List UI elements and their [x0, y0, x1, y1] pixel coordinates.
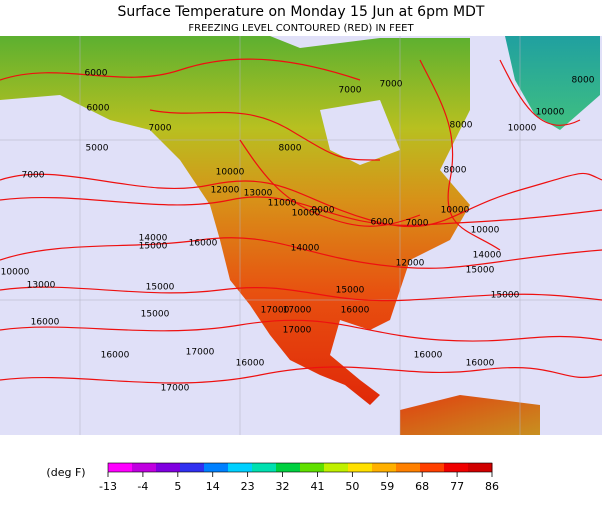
- colorbar-tick-label: 32: [276, 480, 290, 493]
- contours: [0, 58, 602, 384]
- contour-label: 10000: [216, 168, 245, 178]
- colorbar-tick-label: 23: [241, 480, 255, 493]
- colorbar-segment: [276, 463, 301, 472]
- hudson-bay: [320, 100, 400, 165]
- contour-label: 12000: [211, 186, 240, 196]
- colorbar-tick-label: 77: [450, 480, 464, 493]
- contour-label: 14000: [473, 251, 502, 261]
- contour-label: 6000: [85, 69, 108, 79]
- contour-label: 15000: [336, 286, 365, 296]
- contour-label: 10000: [1, 268, 30, 278]
- subtitle: FREEZING LEVEL CONTOURED (RED) IN FEET: [188, 23, 414, 34]
- colorbar-segment: [396, 463, 421, 472]
- colorbar-segment: [228, 463, 253, 472]
- contour-label: 8000: [444, 166, 467, 176]
- map: 6000 6000 5000 7000 7000 7000 7000 8000 8000 8000…: [0, 36, 602, 435]
- contour-label: 14000: [291, 244, 320, 254]
- contour-label: 16000: [341, 306, 370, 316]
- colorbar-tick-label: 5: [174, 480, 181, 493]
- colorbar-segment: [252, 463, 277, 472]
- contour-label: 8000: [572, 76, 595, 86]
- greenland: [505, 36, 600, 130]
- contour-label: 7000: [22, 171, 45, 181]
- colorbar-segment: [180, 463, 205, 472]
- contour-label: 11000: [268, 199, 297, 209]
- south-america: [400, 395, 540, 435]
- contour-label: 6000: [87, 104, 110, 114]
- contour-label: 15000: [139, 242, 168, 252]
- contour-label: 16000: [414, 351, 443, 361]
- colorbar-segment: [204, 463, 229, 472]
- contour-label: 10000: [441, 206, 470, 216]
- contour-label: 10000: [536, 108, 565, 118]
- contour-labels: 6000 6000 5000 7000 7000 7000 7000 8000 8000 8000…: [1, 69, 595, 394]
- colorbar-segment: [324, 463, 349, 472]
- colorbar-segment: [444, 463, 469, 472]
- contour-label: 7000: [149, 124, 172, 134]
- contour-label: 9000: [312, 206, 335, 216]
- contour-label: 12000: [396, 259, 425, 269]
- contour-label: 7000: [380, 80, 403, 90]
- colorbar-tick-label: 68: [415, 480, 429, 493]
- colorbar-segment: [300, 463, 325, 472]
- contour-label: 17000: [261, 306, 290, 316]
- title: Surface Temperature on Monday 15 Jun at …: [118, 4, 485, 20]
- contour-label: 6000: [371, 218, 394, 228]
- contour-label: 5000: [86, 144, 109, 154]
- contour-label: 10000: [471, 226, 500, 236]
- legend-unit: (deg F): [46, 466, 85, 479]
- colorbar-tick-label: 14: [206, 480, 220, 493]
- contour-label: 16000: [236, 359, 265, 369]
- contour-label: 16000: [101, 351, 130, 361]
- contour-label: 15000: [466, 266, 495, 276]
- graticule: [0, 36, 602, 435]
- colorbar-tick-label: 86: [485, 480, 499, 493]
- colorbar-tick-label: 50: [345, 480, 359, 493]
- colorbar-tick-label: -13: [99, 480, 117, 493]
- contour-label: 7000: [406, 219, 429, 229]
- legend: (deg F) -13 -4 5 14 23 32 41 50 59 68 77 86: [46, 462, 499, 493]
- contour-label: 17000: [283, 326, 312, 336]
- contour-label: 15000: [141, 310, 170, 320]
- colorbar-segment: [372, 463, 397, 472]
- contour-label: 8000: [279, 144, 302, 154]
- contour-label: 13000: [244, 189, 273, 199]
- contour-label: 7000: [339, 86, 362, 96]
- contour-label: 15000: [491, 291, 520, 301]
- contour-label: 15000: [146, 283, 175, 293]
- colorbar-segment: [156, 463, 181, 472]
- contour-label: 10000: [508, 124, 537, 134]
- colorbar-segment: [348, 463, 373, 472]
- contour-label: 8000: [450, 121, 473, 131]
- contour-label: 16000: [31, 318, 60, 328]
- contour-label: 17000: [161, 384, 190, 394]
- contour-label: 16000: [466, 359, 495, 369]
- contour-label: 17000: [283, 306, 312, 316]
- colorbar-segment: [132, 463, 157, 472]
- colorbar-tick-label: 41: [310, 480, 324, 493]
- colorbar-tick-label: -4: [137, 480, 148, 493]
- colorbar-segment: [420, 463, 445, 472]
- contour-label: 10000: [292, 209, 321, 219]
- contour-label: 14000: [139, 234, 168, 244]
- contour-label: 13000: [27, 281, 56, 291]
- colorbar-frame: [107, 462, 493, 473]
- contour-label: 16000: [189, 239, 218, 249]
- colorbar-segment: [108, 463, 133, 472]
- colorbar-tick-label: 59: [380, 480, 394, 493]
- colorbar-segment: [468, 463, 493, 472]
- contour-label: 17000: [186, 348, 215, 358]
